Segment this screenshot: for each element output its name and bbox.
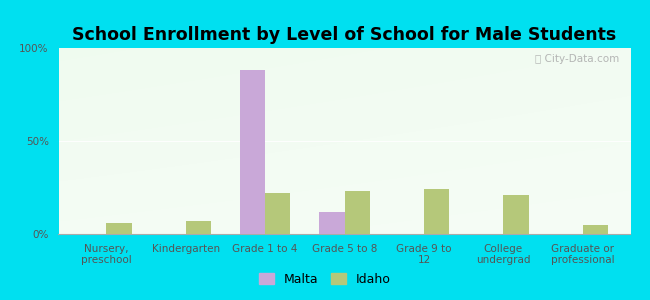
- Bar: [424, 189, 449, 234]
- Title: School Enrollment by Level of School for Male Students: School Enrollment by Level of School for…: [72, 26, 617, 44]
- Bar: [186, 221, 211, 234]
- Bar: [503, 195, 529, 234]
- Legend: Malta, Idaho: Malta, Idaho: [254, 268, 396, 291]
- Bar: [240, 70, 265, 234]
- Bar: [265, 193, 291, 234]
- Bar: [583, 225, 608, 234]
- Bar: [319, 212, 344, 234]
- Bar: [106, 223, 131, 234]
- Bar: [344, 191, 370, 234]
- Text: ⓘ City-Data.com: ⓘ City-Data.com: [535, 54, 619, 64]
